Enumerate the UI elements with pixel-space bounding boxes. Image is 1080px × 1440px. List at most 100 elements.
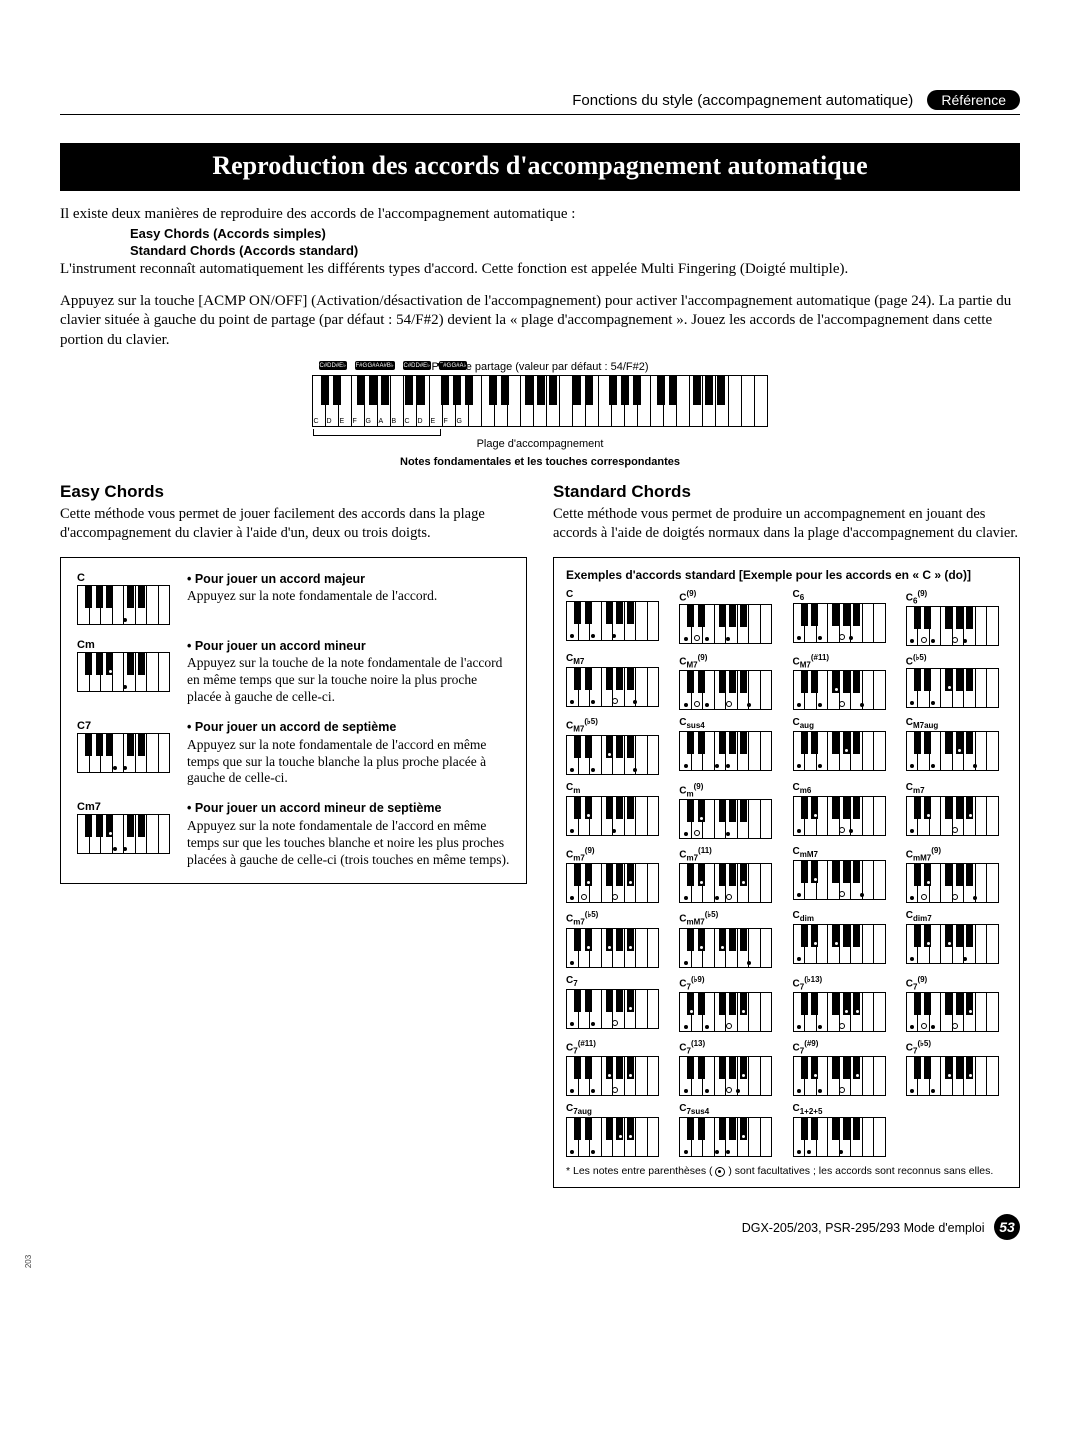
chord-name: CmM7(♭5) xyxy=(679,911,780,926)
chord-name: C(♭5) xyxy=(906,654,1007,667)
range-caption: Plage d'accompagnement xyxy=(60,438,1020,450)
chord-cell: C6 xyxy=(793,590,894,646)
mini-keyboard xyxy=(906,1056,999,1096)
chord-name: CmM7 xyxy=(793,847,894,859)
chord-cell: Cm7 xyxy=(906,783,1007,839)
chord-name: C7(♭9) xyxy=(679,976,780,991)
mini-keyboard xyxy=(793,924,886,964)
mini-keyboard xyxy=(906,796,999,836)
chord-name: C7sus4 xyxy=(679,1104,780,1116)
optional-note-icon xyxy=(715,1167,725,1177)
bullet-title: • Pour jouer un accord de septième xyxy=(187,720,510,736)
split-point-caption: Point de partage (valeur par défaut : 54… xyxy=(60,361,1020,373)
chord-name: C xyxy=(566,590,667,600)
mini-keyboard xyxy=(679,604,772,644)
chord-cell: C(♭5) xyxy=(906,654,1007,710)
easy-chords-column: Easy Chords Cette méthode vous permet de… xyxy=(60,482,527,1188)
std-box-title: Exemples d'accords standard [Exemple pou… xyxy=(566,568,1007,582)
keyboard-diagram: C#D♭D#E♭F#G♭G#A♭A#B♭C#D♭D#E♭F#G♭G#A♭▼ xyxy=(313,375,768,427)
bullet-body: Appuyez sur la note fondamentale de l'ac… xyxy=(187,737,486,786)
bullet-title: • Pour jouer un accord mineur xyxy=(187,639,510,655)
mini-keyboard xyxy=(793,603,886,643)
bullet-body: Appuyez sur la touche de la note fondame… xyxy=(187,655,502,704)
easy-heading: Easy Chords xyxy=(60,482,527,502)
chord-name: Csus4 xyxy=(679,718,780,730)
chord-cell: C7(#11) xyxy=(566,1040,667,1096)
chord-name: Cm7(9) xyxy=(566,847,667,862)
chord-name: Cm7(11) xyxy=(679,847,780,862)
chord-cell: CM7 xyxy=(566,654,667,710)
chord-name: C7 xyxy=(566,976,667,988)
chord-cell: C(9) xyxy=(679,590,780,646)
mini-keyboard xyxy=(793,731,886,771)
chord-name: CM7 xyxy=(566,654,667,666)
accompaniment-range-bracket xyxy=(313,429,441,436)
chord-cell: C6(9) xyxy=(906,590,1007,646)
keyboard-figure: Point de partage (valeur par défaut : 54… xyxy=(60,361,1020,468)
chord-cell: C xyxy=(566,590,667,646)
mini-keyboard xyxy=(793,670,886,710)
mini-keyboard xyxy=(793,1117,886,1157)
easy-chord-text: • Pour jouer un accord de septièmeAppuye… xyxy=(187,720,510,787)
bullet-title: • Pour jouer un accord mineur de septièm… xyxy=(187,801,510,817)
standard-chords-column: Standard Chords Cette méthode vous perme… xyxy=(553,482,1020,1188)
chord-cell: C7aug xyxy=(566,1104,667,1157)
chord-name: C7(♭5) xyxy=(906,1040,1007,1055)
manual-name: DGX-205/203, PSR-295/293 Mode d'emploi xyxy=(742,1221,985,1235)
chord-name: C(9) xyxy=(679,590,780,603)
mini-keyboard xyxy=(566,1056,659,1096)
chord-label: C7 xyxy=(77,720,171,732)
split-point-arrow: ▼ xyxy=(435,359,447,374)
chord-cell: Cdim7 xyxy=(906,911,1007,967)
chord-cell: C7(9) xyxy=(906,976,1007,1032)
mini-keyboard xyxy=(906,863,999,903)
chord-cell: C7sus4 xyxy=(679,1104,780,1157)
mini-keyboard xyxy=(679,799,772,839)
chord-name: Cm(9) xyxy=(679,783,780,798)
mini-keyboard xyxy=(566,989,659,1029)
chord-name: C6(9) xyxy=(906,590,1007,605)
mini-keyboard xyxy=(566,601,659,641)
mini-keyboard xyxy=(566,735,659,775)
chord-name: Cm7 xyxy=(906,783,1007,795)
chord-name: Cdim7 xyxy=(906,911,1007,923)
chord-label: Cm7 xyxy=(77,801,171,813)
chord-cell: Cm xyxy=(566,783,667,839)
chord-cell: C7(#9) xyxy=(793,1040,894,1096)
chord-cell: Cm(9) xyxy=(679,783,780,839)
chord-cell: Cdim xyxy=(793,911,894,967)
chord-cell: CmM7(♭5) xyxy=(679,911,780,967)
mini-keyboard xyxy=(679,1056,772,1096)
chord-cell: C7(♭13) xyxy=(793,976,894,1032)
chord-name: CM7aug xyxy=(906,718,1007,730)
header-pill: Référence xyxy=(927,90,1020,110)
mini-keyboard xyxy=(679,863,772,903)
mini-keyboard xyxy=(679,1117,772,1157)
mini-keyboard xyxy=(906,731,999,771)
mini-keyboard xyxy=(793,860,886,900)
mini-keyboard xyxy=(566,667,659,707)
easy-chord-text: • Pour jouer un accord majeurAppuyez sur… xyxy=(187,572,437,625)
mini-keyboard xyxy=(566,928,659,968)
mini-keyboard xyxy=(793,796,886,836)
mini-keyboard xyxy=(566,796,659,836)
mini-keyboard xyxy=(566,863,659,903)
chord-cell: Cm7(11) xyxy=(679,847,780,903)
chord-name: Cm xyxy=(566,783,667,795)
chord-name: CM7(9) xyxy=(679,654,780,669)
chord-cell: CmM7 xyxy=(793,847,894,903)
chord-name: C7(9) xyxy=(906,976,1007,991)
intro-bold-1: Easy Chords (Accords simples) xyxy=(130,225,1020,243)
mini-keyboard xyxy=(77,585,170,625)
easy-chord-row: C7 • Pour jouer un accord de septièmeAppu… xyxy=(77,720,510,787)
roots-caption: Notes fondamentales et les touches corre… xyxy=(60,456,1020,468)
mini-keyboard xyxy=(77,652,170,692)
chord-cell: Caug xyxy=(793,718,894,774)
chord-cell: C7(13) xyxy=(679,1040,780,1096)
mini-keyboard xyxy=(679,731,772,771)
mini-keyboard xyxy=(906,924,999,964)
chord-name: C7(#9) xyxy=(793,1040,894,1055)
intro-3: Appuyez sur la touche [ACMP ON/OFF] (Act… xyxy=(60,292,1020,351)
standard-heading: Standard Chords xyxy=(553,482,1020,502)
mini-keyboard xyxy=(77,733,170,773)
